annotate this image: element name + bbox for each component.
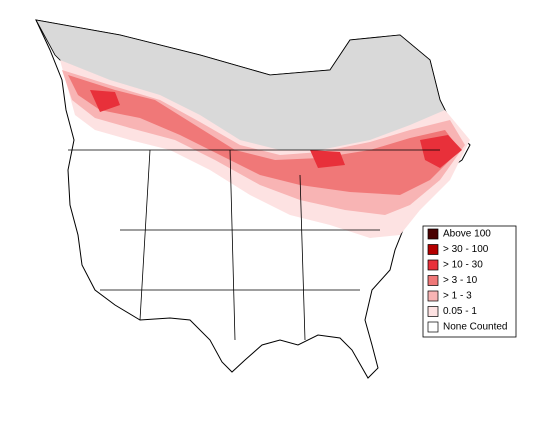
legend-swatch: [427, 321, 439, 333]
legend-swatch: [427, 244, 439, 255]
legend-swatch: [427, 259, 439, 271]
legend-swatch: [427, 228, 439, 240]
legend-label: > 1 - 3: [443, 291, 472, 302]
legend-swatch: [427, 290, 439, 302]
legend-label: > 10 - 30: [443, 260, 483, 271]
range-band: [68, 75, 460, 195]
legend-label: Above 100: [443, 229, 491, 240]
legend: Above 100 > 30 - 100 > 10 - 30 > 3 - 10 > 1 …: [422, 225, 517, 338]
border: [68, 149, 440, 341]
legend-swatch: [427, 306, 439, 317]
legend-swatch: [427, 275, 439, 286]
legend-label: 0.05 - 1: [443, 306, 477, 317]
legend-label: None Counted: [443, 322, 508, 333]
legend-box: [422, 225, 517, 338]
legend-label: > 3 - 10: [443, 275, 478, 286]
legend-label: > 30 - 100: [443, 244, 489, 255]
